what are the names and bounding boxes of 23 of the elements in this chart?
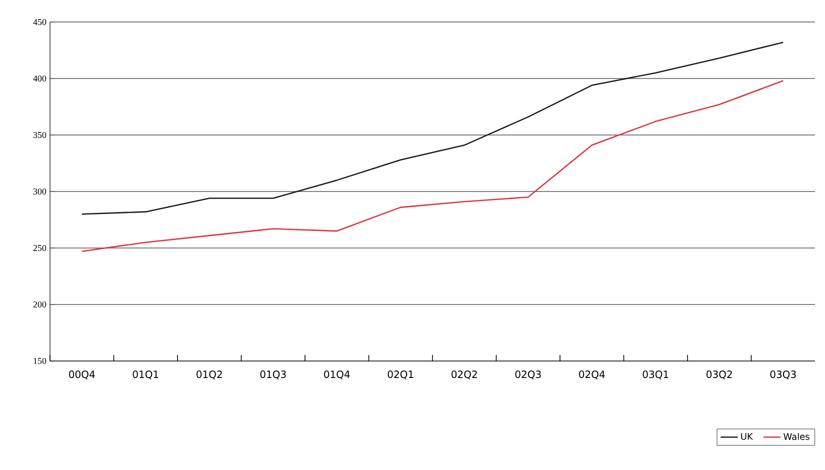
x-tick-label: 02Q1 <box>388 370 414 380</box>
x-tick-label: 00Q4 <box>69 370 95 380</box>
y-tick-label: 400 <box>33 75 46 82</box>
y-tick-label: 300 <box>33 188 46 195</box>
y-tick-label: 150 <box>34 358 46 364</box>
x-tick-label: 01Q3 <box>260 370 286 380</box>
legend-label: Wales <box>784 432 810 440</box>
y-tick-label: 450 <box>33 18 46 26</box>
x-tick-label: 02Q2 <box>452 370 477 380</box>
line-series <box>81 42 784 215</box>
legend-label: UK <box>741 433 754 440</box>
x-tick-label: 01Q1 <box>132 370 158 380</box>
x-tick-label: 02Q4 <box>579 370 605 380</box>
y-tick-label: 200 <box>33 301 46 308</box>
x-tick-label: 03Q1 <box>642 370 668 380</box>
x-tick-label: 03Q2 <box>706 370 732 380</box>
x-tick-label: 03Q3 <box>770 370 796 380</box>
line-series <box>81 80 784 252</box>
y-tick-label: 250 <box>33 244 46 252</box>
y-tick-label: 350 <box>33 132 46 138</box>
x-tick-label: 01Q4 <box>324 370 350 380</box>
x-tick-label: 02Q3 <box>515 370 541 380</box>
x-tick-label: 01Q2 <box>196 370 222 380</box>
